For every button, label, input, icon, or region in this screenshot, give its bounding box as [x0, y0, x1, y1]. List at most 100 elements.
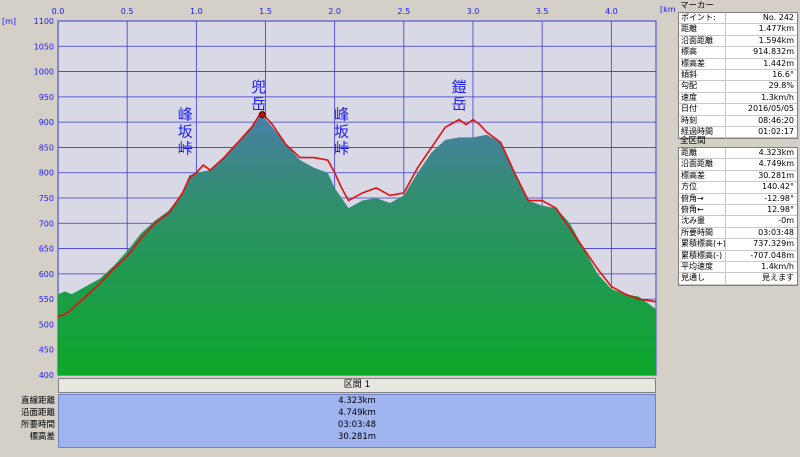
info-key: 勾配	[679, 81, 726, 92]
x-tick-label: 1.5	[259, 7, 272, 16]
segment-label: 直線距離	[20, 396, 55, 406]
info-value: -12.98°	[764, 193, 794, 203]
y-tick-label: 450	[39, 346, 54, 355]
peak-label-char: 峰	[178, 106, 193, 124]
info-key: 時刻	[679, 115, 726, 126]
x-tick-label: 3.5	[536, 7, 549, 16]
axis-ticks: 1100 1050 1000 950 900 850 800 750 700 650 600 550 5…	[34, 7, 618, 378]
info-key: 沿面距離	[679, 35, 726, 47]
info-value: 1.4km/h	[761, 261, 794, 271]
info-value: 140.42°	[762, 182, 794, 192]
info-key: 俯角←	[679, 204, 726, 216]
info-key: 標高差	[679, 58, 726, 69]
info-row: 時刻 08:46:20	[679, 115, 797, 127]
info-value: 914.832m	[753, 47, 794, 57]
segment-value: 03:03:48	[337, 420, 377, 430]
y-axis-unit: [m]	[2, 17, 16, 26]
segment-labels: 直線距離 沿面距離 所要時間 標高差	[0, 395, 57, 443]
info-key: 経過時間	[679, 126, 726, 138]
info-row: 見通し 見えます	[679, 273, 797, 285]
info-value: 1.3km/h	[761, 92, 794, 102]
info-row: 俯角← 12.98°	[679, 204, 797, 217]
info-row: 俯角→ -12.98°	[679, 193, 797, 205]
x-tick-label: 0.0	[52, 7, 65, 16]
marker-panel-title: マーカー	[680, 1, 715, 11]
elevation-chart[interactable]: 1100 1050 1000 950 900 850 800 750 700 650 600 550 5…	[0, 0, 676, 378]
info-row: 日付 2016/05/05	[679, 104, 797, 116]
info-key: 標高	[679, 47, 726, 58]
segment-value: 4.749km	[338, 408, 376, 418]
info-key: 見通し	[679, 273, 726, 284]
info-key: 日付	[679, 104, 726, 115]
segment-values: 4.323km 4.749km 03:03:48 30.281m	[58, 394, 656, 448]
info-key: 累積標高(+)	[681, 239, 726, 250]
y-tick-label: 1000	[34, 68, 54, 77]
info-row: ポイント: No. 242	[679, 13, 797, 25]
y-tick-label: 700	[39, 219, 54, 228]
info-row: 標高 914.832m	[679, 47, 797, 59]
info-row: 累積標高(-) -707.048m	[679, 250, 797, 262]
x-tick-label: 3.0	[467, 7, 480, 16]
segment-label: 沿面距離	[20, 408, 55, 418]
x-tick-label: 1.0	[190, 7, 203, 16]
info-value: 4.749km	[758, 159, 794, 169]
info-row: 距離 1.477km	[679, 24, 797, 36]
info-key: 平均速度	[679, 261, 726, 273]
info-value: 29.8%	[768, 81, 794, 91]
peak-label-char: 坂	[334, 123, 349, 141]
y-tick-label: 950	[39, 93, 54, 102]
x-tick-label: 2.0	[328, 7, 341, 16]
info-key: 速度	[679, 92, 726, 104]
y-tick-label: 1050	[34, 42, 54, 51]
info-row: 方位 140.42°	[679, 182, 797, 194]
info-value: 1.477km	[758, 24, 794, 34]
info-row: 標高差 1.442m	[679, 58, 797, 70]
info-row: 勾配 29.8%	[679, 81, 797, 93]
peak-label-char: 鎧	[452, 78, 467, 96]
terrain-area	[58, 114, 656, 376]
y-tick-label: 650	[39, 245, 54, 254]
segment-header[interactable]: 区間 1	[58, 378, 656, 393]
info-key: ポイント:	[679, 13, 726, 24]
info-value: 12.98°	[767, 204, 794, 214]
y-tick-label: 500	[39, 320, 54, 329]
info-key: 沈み量	[679, 216, 726, 227]
info-value: 16.6°	[772, 69, 794, 79]
gps-track-line	[57, 110, 657, 318]
peak-label-char: 峰	[334, 106, 349, 124]
x-tick-label: 0.5	[121, 7, 134, 16]
y-tick-label: 600	[39, 270, 54, 279]
peak-label-char: 峠	[334, 140, 349, 158]
peak-label-char: 峠	[178, 140, 193, 158]
x-axis-unit: [km]	[660, 5, 676, 14]
segment-label: 標高差	[29, 432, 55, 442]
info-key: 距離	[679, 24, 726, 35]
info-value: 08:46:20	[758, 115, 794, 125]
y-tick-label: 800	[39, 169, 54, 178]
info-key: 累積標高(-)	[679, 250, 726, 261]
y-tick-label: 1100	[34, 17, 54, 26]
marker-panel: ポイント: No. 242 距離 1.477km 沿面距離 1.594km 標高 914.83…	[678, 12, 798, 140]
total-panel-title: 全区間	[680, 136, 706, 146]
peak-label-char: 岳	[452, 95, 467, 113]
marker-dot[interactable]	[258, 111, 266, 119]
y-tick-label: 400	[39, 371, 54, 378]
info-key: 傾斜	[679, 69, 726, 81]
total-panel: 距離 4.323km 沿面距離 4.749km 標高差 30.281m 方位 140.42° 俯…	[678, 147, 798, 286]
info-key: 沿面距離	[679, 159, 726, 170]
info-row: 累積標高(+) 737.329m	[679, 239, 797, 251]
info-row: 標高差 30.281m	[679, 170, 797, 183]
peak-label-char: 岳	[251, 95, 266, 113]
info-row: 沈み量 -0m	[679, 216, 797, 228]
info-row: 距離 4.323km	[679, 148, 797, 160]
info-value: 01:02:17	[758, 126, 794, 136]
info-key: 標高差	[679, 170, 726, 182]
segment-value: 4.323km	[338, 396, 376, 406]
info-value: -707.048m	[750, 250, 794, 260]
info-key: 所要時間	[679, 227, 726, 239]
peak-label-char: 坂	[178, 123, 193, 141]
position-marker[interactable]	[258, 111, 266, 119]
y-tick-label: 550	[39, 295, 54, 304]
info-value: 30.281m	[758, 170, 794, 180]
